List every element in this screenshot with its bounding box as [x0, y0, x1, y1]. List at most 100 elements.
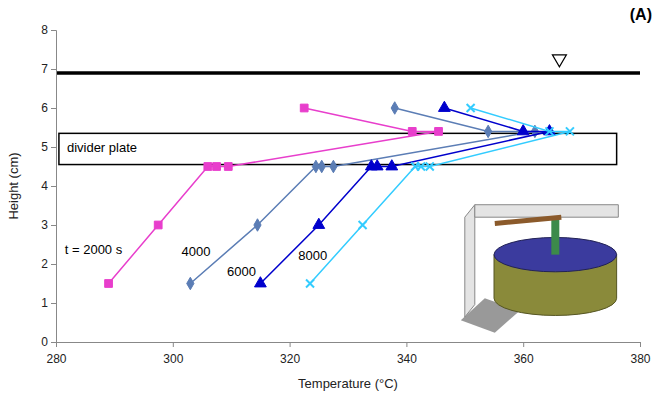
- y-tick: 5: [41, 140, 56, 154]
- x-tick-mark: [406, 342, 407, 347]
- marker: [517, 125, 529, 135]
- marker: [417, 163, 425, 171]
- marker: [105, 280, 113, 288]
- series-annotation: 4000: [182, 244, 211, 259]
- series-markers: [105, 104, 443, 287]
- y-tick: 7: [41, 62, 56, 76]
- y-tick-mark: [51, 264, 56, 265]
- marker: [300, 104, 308, 112]
- y-tick: 6: [41, 101, 56, 115]
- y-tick-label: 6: [41, 101, 48, 115]
- y-tick-mark: [51, 147, 56, 148]
- y-tick-mark: [51, 225, 56, 226]
- y-axis: 0 1 2 3 4 5 6 7 8: [41, 23, 56, 349]
- series-annotation: t = 2000 s: [65, 242, 123, 257]
- y-tick-mark: [51, 303, 56, 304]
- y-tick: 0: [41, 335, 56, 349]
- chart-container: 280 300 320 340 360 380 0 1 2 3 4 5 6 7 8 divider plate…: [0, 0, 662, 410]
- x-tick-label: 320: [280, 352, 300, 366]
- y-tick-label: 3: [41, 218, 48, 232]
- inset-arm: [495, 217, 562, 223]
- chart-svg: 280 300 320 340 360 380 0 1 2 3 4 5 6 7 8 divider plate…: [0, 0, 662, 410]
- series-markers: [255, 101, 556, 287]
- series-annotation: 6000: [227, 264, 256, 279]
- y-tick-label: 1: [41, 296, 48, 310]
- y-axis-title: Height (cm): [6, 152, 21, 219]
- series-markers: [187, 102, 539, 290]
- x-tick-label: 360: [514, 352, 534, 366]
- x-tick-mark: [523, 342, 524, 347]
- marker: [254, 219, 261, 231]
- series-line: [190, 108, 535, 284]
- x-tick: 280: [46, 342, 66, 366]
- background: [0, 0, 662, 410]
- marker: [313, 218, 325, 228]
- marker: [545, 127, 553, 135]
- marker: [359, 221, 367, 229]
- marker: [485, 125, 492, 137]
- marker: [213, 163, 221, 171]
- y-tick: 1: [41, 296, 56, 310]
- panel-label: (A): [630, 6, 652, 23]
- x-tick: 300: [163, 342, 183, 366]
- y-tick-mark: [51, 69, 56, 70]
- x-tick-mark: [290, 342, 291, 347]
- series-annotation: 8000: [298, 248, 327, 263]
- x-axis-line: [57, 343, 641, 348]
- x-axis: 280 300 320 340 360 380: [46, 342, 650, 366]
- inset-bracket-arm: [475, 205, 619, 217]
- y-tick: 2: [41, 257, 56, 271]
- marker: [386, 160, 398, 170]
- water-level-line: [56, 71, 640, 75]
- y-tick-label: 5: [41, 140, 48, 154]
- apparatus-illustration: [461, 205, 619, 333]
- plot-area: 280 300 320 340 360 380 0 1 2 3 4 5 6 7 8 divider plate…: [6, 23, 651, 391]
- y-tick: 8: [41, 23, 56, 37]
- y-tick-label: 2: [41, 257, 48, 271]
- y-axis-line: [51, 31, 57, 343]
- y-tick-label: 8: [41, 23, 48, 37]
- series-line: [310, 108, 570, 284]
- x-tick-mark: [640, 342, 641, 347]
- y-tick-mark: [51, 30, 56, 31]
- marker: [318, 160, 325, 172]
- x-tick-label: 300: [163, 352, 183, 366]
- x-tick: 340: [397, 342, 417, 366]
- y-tick: 3: [41, 218, 56, 232]
- marker: [204, 163, 212, 171]
- marker: [330, 160, 337, 172]
- marker: [467, 104, 475, 112]
- x-tick: 360: [514, 342, 534, 366]
- x-tick-mark: [173, 342, 174, 347]
- x-tick-label: 340: [397, 352, 417, 366]
- series-line: [260, 108, 549, 284]
- marker: [566, 127, 574, 135]
- inset-bracket-post: [465, 205, 475, 317]
- marker: [224, 163, 232, 171]
- marker: [426, 163, 434, 171]
- x-tick: 380: [630, 342, 650, 366]
- inset-rod: [551, 217, 559, 254]
- y-tick-label: 4: [41, 179, 48, 193]
- y-tick-label: 0: [41, 335, 48, 349]
- marker: [154, 221, 162, 229]
- x-tick-label: 280: [46, 352, 66, 366]
- water-surface-symbol: [552, 55, 566, 67]
- x-tick: 320: [280, 342, 300, 366]
- marker: [187, 277, 194, 289]
- marker: [371, 160, 383, 170]
- divider-label: divider plate: [67, 140, 137, 155]
- y-tick-mark: [51, 186, 56, 187]
- marker: [435, 128, 443, 136]
- x-tick-label: 380: [630, 352, 650, 366]
- x-axis-title: Temperature (°C): [298, 376, 398, 391]
- marker: [438, 101, 450, 111]
- marker: [408, 128, 416, 136]
- y-tick: 4: [41, 179, 56, 193]
- series-markers: [306, 104, 574, 288]
- y-tick-mark: [51, 342, 56, 343]
- marker: [306, 280, 314, 288]
- y-tick-mark: [51, 108, 56, 109]
- marker: [255, 277, 267, 287]
- y-tick-label: 7: [41, 62, 48, 76]
